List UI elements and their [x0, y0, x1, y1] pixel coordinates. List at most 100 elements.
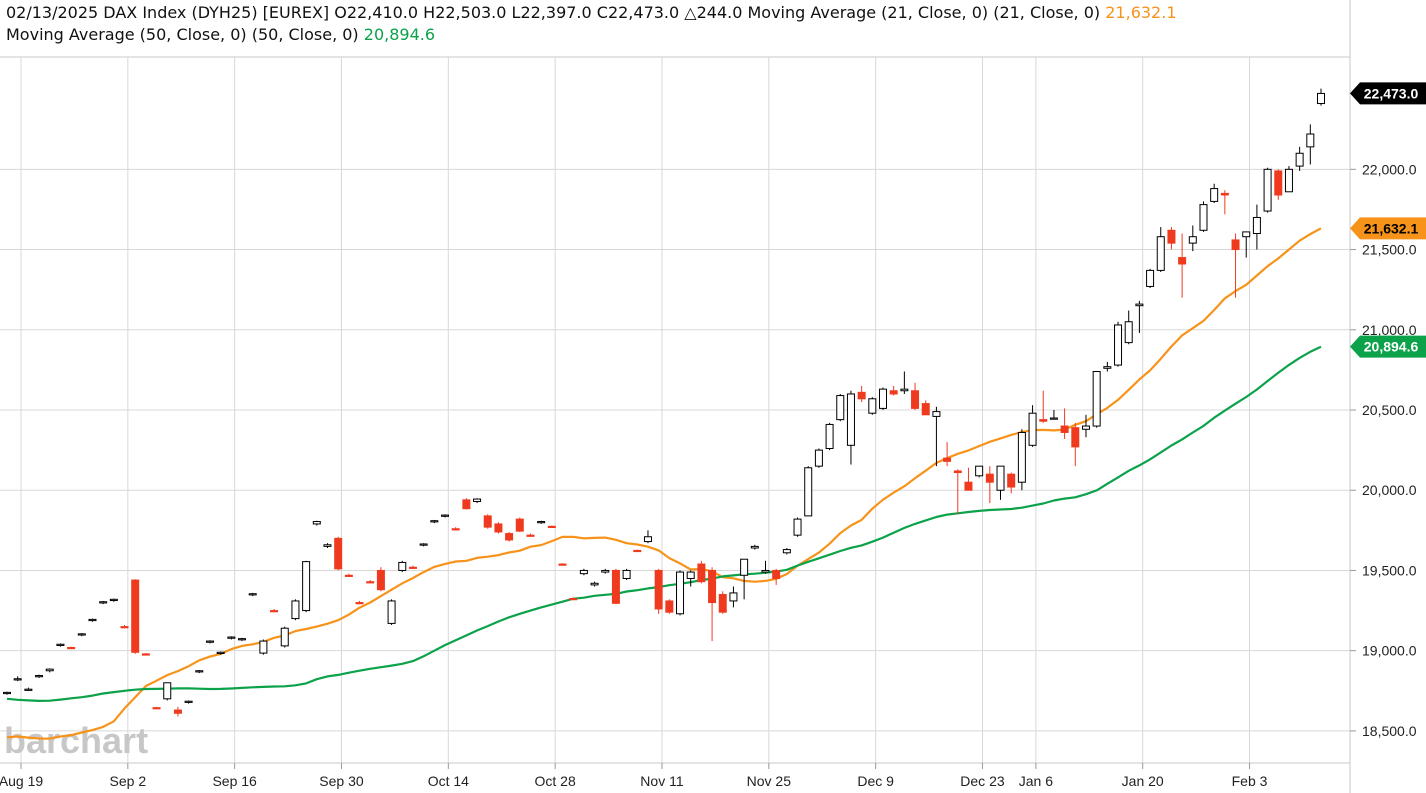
candle-body — [1124, 321, 1133, 344]
candle — [1071, 422, 1080, 467]
candle-body — [526, 534, 535, 537]
candle — [782, 547, 791, 555]
candle-body — [3, 691, 11, 695]
candle — [1306, 124, 1315, 165]
candle-body — [761, 569, 770, 573]
candle-body — [825, 423, 834, 450]
ma21-price-label: 21,632.1 — [1350, 217, 1426, 240]
candle — [1263, 167, 1272, 213]
candle — [921, 400, 930, 416]
candle-body — [1252, 216, 1261, 234]
x-tick-label: Oct 14 — [428, 773, 469, 789]
candle — [323, 543, 332, 548]
candle-body — [1039, 419, 1048, 422]
candle — [344, 573, 353, 577]
candle — [291, 599, 300, 621]
candle — [558, 563, 567, 566]
candle-body — [1081, 425, 1090, 430]
moving-average-lines — [6, 227, 1322, 740]
candle — [911, 382, 920, 410]
x-tick-label: Feb 3 — [1232, 773, 1268, 789]
candle-body — [932, 411, 941, 417]
candle — [473, 498, 482, 504]
candle-body — [1135, 303, 1144, 307]
candle — [205, 640, 214, 644]
candle — [35, 674, 44, 678]
candle — [654, 568, 663, 614]
candle-body — [195, 670, 204, 673]
candle-body — [975, 465, 984, 477]
candle — [579, 568, 588, 576]
candle — [1156, 227, 1165, 273]
candle-body — [473, 498, 482, 502]
candle — [152, 706, 161, 710]
candle-body — [1317, 92, 1325, 105]
candle — [366, 580, 375, 584]
candle-body — [814, 449, 823, 467]
candle-body — [45, 668, 54, 672]
candle — [932, 406, 941, 467]
candle-body — [1167, 229, 1176, 244]
header-ohlc-text: 02/13/2025 DAX Index (DYH25) [EUREX] O22… — [6, 3, 1101, 22]
candle-body — [590, 582, 599, 586]
candle — [836, 393, 845, 422]
candle-body — [398, 561, 407, 571]
candle — [985, 466, 994, 504]
candle — [3, 691, 11, 695]
candle — [1231, 233, 1240, 298]
candle-body — [451, 528, 460, 531]
candle — [109, 598, 118, 602]
candle-body — [494, 523, 503, 533]
candle-body — [943, 457, 952, 462]
candle-body — [216, 651, 225, 654]
x-tick-label: Dec 9 — [857, 773, 894, 789]
candle — [633, 549, 642, 553]
y-tick-label: 20,000.0 — [1362, 482, 1417, 498]
y-axis: 22,000.0 21,500.0 21,000.0 20,500.0 20,000.0… — [1350, 161, 1417, 739]
candle-body — [1017, 431, 1026, 483]
candle-body — [1306, 133, 1315, 148]
candle-body — [152, 707, 161, 710]
candle — [1124, 310, 1133, 345]
candle — [270, 608, 279, 613]
candle — [676, 570, 685, 616]
candle — [868, 397, 877, 415]
ma50-price-label-bg — [1350, 335, 1426, 358]
y-tick-label: 20,500.0 — [1362, 402, 1417, 418]
chart-grid — [0, 0, 1351, 793]
candle — [793, 517, 802, 537]
candle — [1135, 300, 1144, 333]
candle — [686, 570, 695, 587]
candle-body — [1178, 257, 1187, 265]
candle-body — [879, 388, 887, 409]
candle — [740, 558, 749, 600]
candle-body — [633, 549, 642, 553]
candle-body — [13, 678, 22, 681]
candle-body — [280, 627, 289, 647]
y-tick-label: 19,000.0 — [1362, 643, 1417, 659]
candle-body — [515, 518, 524, 532]
candle-body — [782, 549, 791, 554]
candle — [67, 646, 76, 650]
candle — [1028, 405, 1037, 447]
candle-body — [291, 600, 300, 620]
candle — [184, 700, 193, 704]
candle — [1252, 204, 1261, 250]
candle — [665, 599, 674, 614]
candle-body — [1295, 152, 1304, 167]
candle-body — [88, 618, 97, 622]
candle — [729, 586, 738, 608]
candle-body — [505, 533, 514, 541]
candle-body — [964, 481, 973, 491]
candle — [526, 533, 535, 537]
candle — [772, 568, 781, 585]
candle-body — [537, 521, 546, 524]
candle — [56, 643, 65, 647]
candle-body — [1103, 366, 1112, 369]
candle-body — [270, 610, 279, 613]
candle-body — [67, 646, 76, 650]
candle-body — [996, 465, 1005, 491]
chart-header-line-2: Moving Average (50, Close, 0) (50, Close… — [6, 25, 435, 44]
candle — [1220, 190, 1229, 215]
